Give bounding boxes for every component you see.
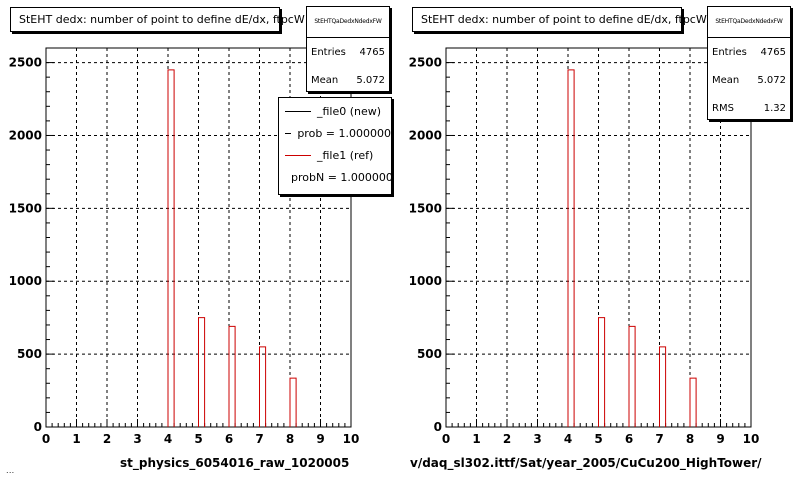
panel-0-title-text: StEHT dedx: number of point to define dE…	[19, 13, 305, 26]
legend-item-probn: probN = 1.000000	[291, 170, 392, 184]
panel-1-x-title: v/daq_sl302.ittf/Sat/year_2005/CuCu200_H…	[410, 456, 762, 470]
y-tick-label: 500	[417, 347, 442, 361]
x-tick-label: 4	[564, 432, 572, 446]
panel-1-stats-box: StEHTQaDedxNdedxFW Entries 4765 Mean 5.0…	[707, 6, 791, 120]
x-tick-label: 7	[655, 432, 663, 446]
panel-0-stats-name: StEHTQaDedxNdedxFW	[307, 7, 389, 38]
legend-swatch-file1	[285, 154, 311, 156]
panel-0-stats-row-mean: Mean 5.072	[311, 74, 385, 86]
y-tick-label: 1500	[9, 201, 42, 215]
histogram-bar	[198, 317, 206, 427]
x-tick-label: 6	[225, 432, 233, 446]
legend-swatch-file0	[285, 110, 311, 112]
y-tick-label: 2000	[9, 128, 42, 142]
y-tick-label: 2500	[409, 56, 442, 70]
x-tick-label: 2	[503, 432, 511, 446]
x-tick-label: 8	[686, 432, 694, 446]
x-tick-label: 9	[716, 432, 724, 446]
y-tick-label: 1000	[409, 274, 442, 288]
x-tick-label: 6	[625, 432, 633, 446]
x-tick-label: 10	[743, 432, 760, 446]
y-tick-label: 1500	[409, 201, 442, 215]
panel-0-stats-box: StEHTQaDedxNdedxFW Entries 4765 Mean 5.0…	[306, 6, 390, 92]
panel-0-title: StEHT dedx: number of point to define dE…	[10, 7, 305, 32]
panel-1-title-text: StEHT dedx: number of point to define dE…	[421, 13, 707, 26]
panel-0-x-title: st_physics_6054016_raw_1020005	[120, 456, 350, 470]
x-tick-label: 5	[594, 432, 602, 446]
y-tick-label: 1000	[9, 274, 42, 288]
panel-0-stats-row-entries: Entries 4765	[311, 46, 385, 58]
x-tick-label: 5	[194, 432, 202, 446]
x-tick-label: 8	[286, 432, 294, 446]
x-tick-label: 1	[472, 432, 480, 446]
x-tick-label: 0	[442, 432, 450, 446]
legend-item-file0: _file0 (new)	[279, 100, 391, 122]
histogram-bar	[689, 377, 697, 427]
panel-0-legend: _file0 (new) prob = 1.000000 _file1 (ref…	[278, 97, 392, 195]
y-tick-label: 500	[17, 347, 42, 361]
x-tick-label: 7	[255, 432, 263, 446]
panel-1-stats-row-mean: Mean 5.072	[712, 74, 786, 86]
x-tick-label: 3	[133, 432, 141, 446]
histogram-bar	[228, 325, 236, 427]
x-tick-label: 2	[103, 432, 111, 446]
histogram-bar	[259, 346, 267, 427]
histogram-bar	[567, 69, 575, 427]
legend-swatch-prob	[285, 132, 292, 134]
legend-item-file1: _file1 (ref)	[279, 144, 391, 166]
histogram-bar	[289, 377, 297, 427]
y-tick-label: 2000	[409, 128, 442, 142]
x-tick-label: 3	[533, 432, 541, 446]
x-tick-label: 9	[316, 432, 324, 446]
footer-text: ...	[6, 466, 15, 475]
y-tick-label: 2500	[9, 56, 42, 70]
histogram-bar	[628, 325, 636, 427]
panel-1-title: StEHT dedx: number of point to define dE…	[412, 7, 707, 32]
panel-1-stats-row-rms: RMS 1.32	[712, 102, 786, 114]
histogram-bar	[659, 346, 667, 427]
y-tick-label: 0	[34, 420, 42, 434]
legend-item-prob: prob = 1.000000	[279, 122, 391, 144]
x-tick-label: 0	[42, 432, 50, 446]
histogram-bar	[598, 317, 606, 427]
panel-1-stats-row-entries: Entries 4765	[712, 46, 786, 58]
histogram-bar	[167, 69, 175, 427]
panel-1-stats-name: StEHTQaDedxNdedxFW	[708, 7, 790, 38]
y-tick-label: 0	[434, 420, 442, 434]
x-tick-label: 4	[164, 432, 172, 446]
x-tick-label: 1	[72, 432, 80, 446]
x-tick-label: 10	[343, 432, 360, 446]
